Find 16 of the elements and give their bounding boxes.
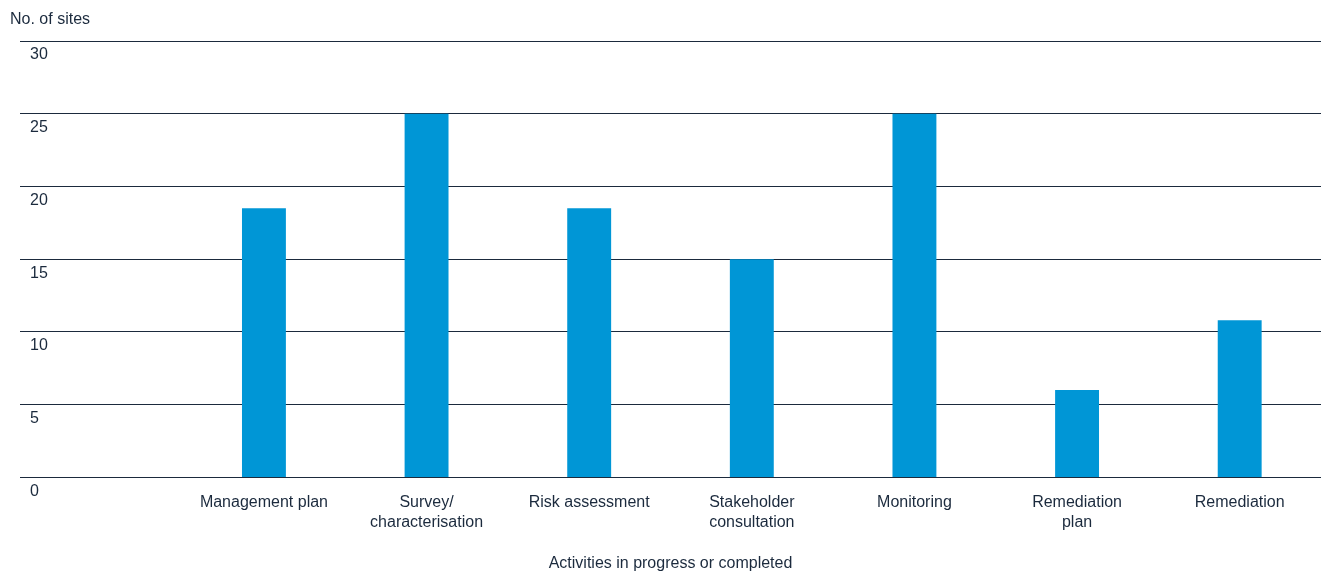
- x-tick-label: Management plan: [199, 493, 328, 511]
- x-tick-label: Survey/ characterisation: [370, 493, 484, 530]
- x-tick-label: Remediation plan: [1032, 493, 1122, 530]
- y-tick-label: 20: [30, 190, 48, 208]
- x-axis-title: Activities in progress or completed: [548, 553, 793, 571]
- x-tick-label: Monitoring: [877, 493, 952, 511]
- y-tick-label: 30: [30, 45, 48, 63]
- y-tick-label: 25: [30, 118, 48, 136]
- y-tick-label: 5: [30, 409, 39, 427]
- x-tick-label: Stakeholder consultation: [709, 493, 796, 530]
- y-axis-title: No. of sites: [10, 10, 91, 28]
- y-tick-label: 0: [30, 481, 39, 499]
- x-tick-label: Risk assessment: [528, 493, 651, 511]
- x-tick-label: Remediation: [1194, 493, 1285, 511]
- y-tick-label: 10: [30, 336, 48, 354]
- y-tick-label: 15: [30, 263, 48, 281]
